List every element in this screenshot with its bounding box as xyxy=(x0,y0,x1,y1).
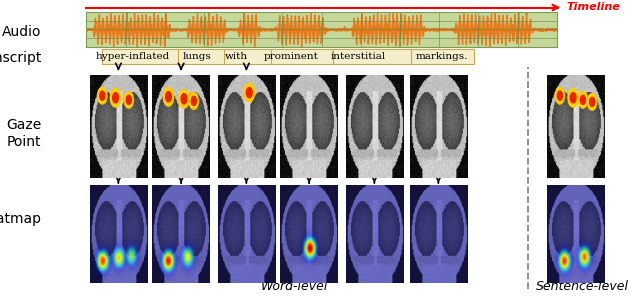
Text: Transcript: Transcript xyxy=(0,51,42,64)
Circle shape xyxy=(98,87,107,104)
Text: lungs: lungs xyxy=(183,52,211,61)
Circle shape xyxy=(589,98,595,106)
Circle shape xyxy=(244,83,255,102)
Circle shape xyxy=(113,93,118,103)
Circle shape xyxy=(246,88,252,98)
Circle shape xyxy=(557,91,563,100)
Text: hyper-inflated: hyper-inflated xyxy=(96,52,170,61)
Circle shape xyxy=(100,91,105,100)
Text: prominent: prominent xyxy=(264,52,319,61)
Text: Gaze
Point: Gaze Point xyxy=(6,118,42,148)
Circle shape xyxy=(166,92,172,102)
Circle shape xyxy=(580,95,586,104)
Text: Word-level: Word-level xyxy=(260,280,328,292)
Circle shape xyxy=(588,94,596,110)
Text: interstitial: interstitial xyxy=(331,52,386,61)
Circle shape xyxy=(163,87,173,106)
Text: Audio: Audio xyxy=(2,25,42,38)
Circle shape xyxy=(568,88,579,107)
Circle shape xyxy=(556,87,564,104)
Circle shape xyxy=(179,89,189,108)
Text: Sentence-level: Sentence-level xyxy=(536,280,629,292)
Text: with: with xyxy=(225,52,248,61)
Circle shape xyxy=(124,92,133,108)
Circle shape xyxy=(570,93,576,103)
Circle shape xyxy=(189,93,198,109)
Circle shape xyxy=(110,88,121,107)
Bar xyxy=(102,49,474,64)
Circle shape xyxy=(191,96,196,105)
Text: markings.: markings. xyxy=(415,52,468,61)
Circle shape xyxy=(579,92,588,108)
Text: Timeline: Timeline xyxy=(566,2,620,13)
Text: Heatmap: Heatmap xyxy=(0,212,42,226)
Circle shape xyxy=(181,94,187,104)
Circle shape xyxy=(126,95,131,104)
